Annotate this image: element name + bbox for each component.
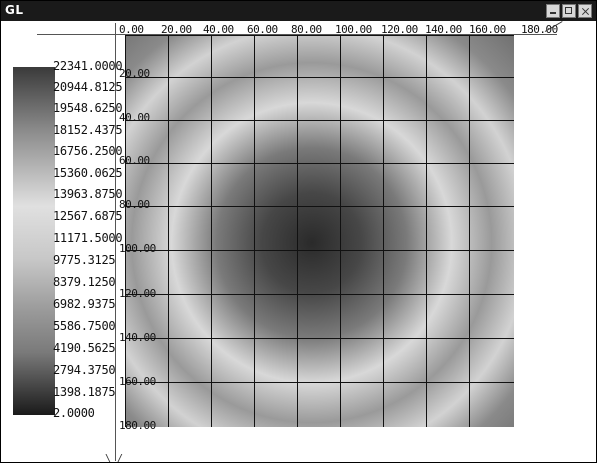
colorbar-label: 22341.0000 xyxy=(53,59,123,73)
x-tick-label: 100.00 xyxy=(335,23,372,36)
colorbar-label: 6982.9375 xyxy=(53,297,116,311)
intensity-field xyxy=(125,35,514,427)
colorbar-label: 11171.5000 xyxy=(53,231,123,245)
axis-origin-mark: \ / xyxy=(105,453,124,464)
x-tick-label: 20.00 xyxy=(161,23,192,36)
y-tick-label: 100.00 xyxy=(119,242,156,255)
grid-line xyxy=(125,338,514,339)
y-tick-label: 180.00 xyxy=(119,419,156,432)
grid-line xyxy=(125,120,514,121)
x-tick-label: 40.00 xyxy=(203,23,234,36)
colorbar-label: 20944.8125 xyxy=(53,80,123,94)
grid-line xyxy=(125,35,126,427)
grid-line xyxy=(125,35,514,36)
colorbar xyxy=(13,67,55,415)
y-tick-label: 120.00 xyxy=(119,287,156,300)
colorbar-label: 12567.6875 xyxy=(53,209,123,223)
grid-line xyxy=(125,250,514,251)
minimize-button[interactable] xyxy=(546,4,560,18)
x-tick-label: 60.00 xyxy=(247,23,278,36)
x-axis-labels: 0.00 20.00 40.00 60.00 80.00 100.00 120.… xyxy=(119,23,597,36)
colorbar-label: 2794.3750 xyxy=(53,363,116,377)
maximize-button[interactable] xyxy=(562,4,576,18)
y-tick-label: 80.00 xyxy=(119,198,150,211)
grid-line xyxy=(383,35,384,427)
colorbar-label: 4190.5625 xyxy=(53,341,116,355)
y-tick-label: 40.00 xyxy=(119,111,150,124)
grid-line xyxy=(211,35,212,427)
intensity-plot[interactable] xyxy=(125,35,514,427)
colorbar-label: 8379.1250 xyxy=(53,275,116,289)
colorbar-label: 5586.7500 xyxy=(53,319,116,333)
window-controls xyxy=(546,4,592,18)
grid-line xyxy=(297,35,298,427)
grid-line xyxy=(125,294,514,295)
colorbar-label: 1398.1875 xyxy=(53,385,116,399)
grid-line xyxy=(125,382,514,383)
colorbar-label: 19548.6250 xyxy=(53,101,123,115)
grid-line xyxy=(426,35,427,427)
grid-line xyxy=(469,35,470,427)
x-tick-label: 160.00 xyxy=(469,23,506,36)
grid-line xyxy=(125,163,514,164)
y-tick-label: 20.00 xyxy=(119,67,150,80)
grid-line xyxy=(340,35,341,427)
grid-line xyxy=(125,206,514,207)
x-axis-line xyxy=(37,34,557,35)
x-tick-label: 180.00 xyxy=(521,23,558,36)
y-tick-label: 160.00 xyxy=(119,375,156,388)
grid-line xyxy=(125,77,514,78)
x-tick-label: 140.00 xyxy=(425,23,462,36)
close-button[interactable] xyxy=(578,4,592,18)
grid-line xyxy=(168,35,169,427)
grid-line xyxy=(254,35,255,427)
x-tick-label: 80.00 xyxy=(291,23,322,36)
y-tick-label: 140.00 xyxy=(119,331,156,344)
colorbar-label: 9775.3125 xyxy=(53,253,116,267)
colorbar-label: 16756.2500 xyxy=(53,144,123,158)
y-axis-line xyxy=(115,23,116,461)
colorbar-label: 13963.8750 xyxy=(53,187,123,201)
y-tick-label: 60.00 xyxy=(119,154,150,167)
colorbar-label: 15360.0625 xyxy=(53,166,123,180)
colorbar-label: 2.0000 xyxy=(53,406,95,420)
colorbar-label: 18152.4375 xyxy=(53,123,123,137)
x-tick-label: 120.00 xyxy=(381,23,418,36)
x-tick-label: 0.00 xyxy=(119,23,144,36)
title-bar[interactable]: GL xyxy=(1,1,596,21)
window-title: GL xyxy=(5,3,24,17)
